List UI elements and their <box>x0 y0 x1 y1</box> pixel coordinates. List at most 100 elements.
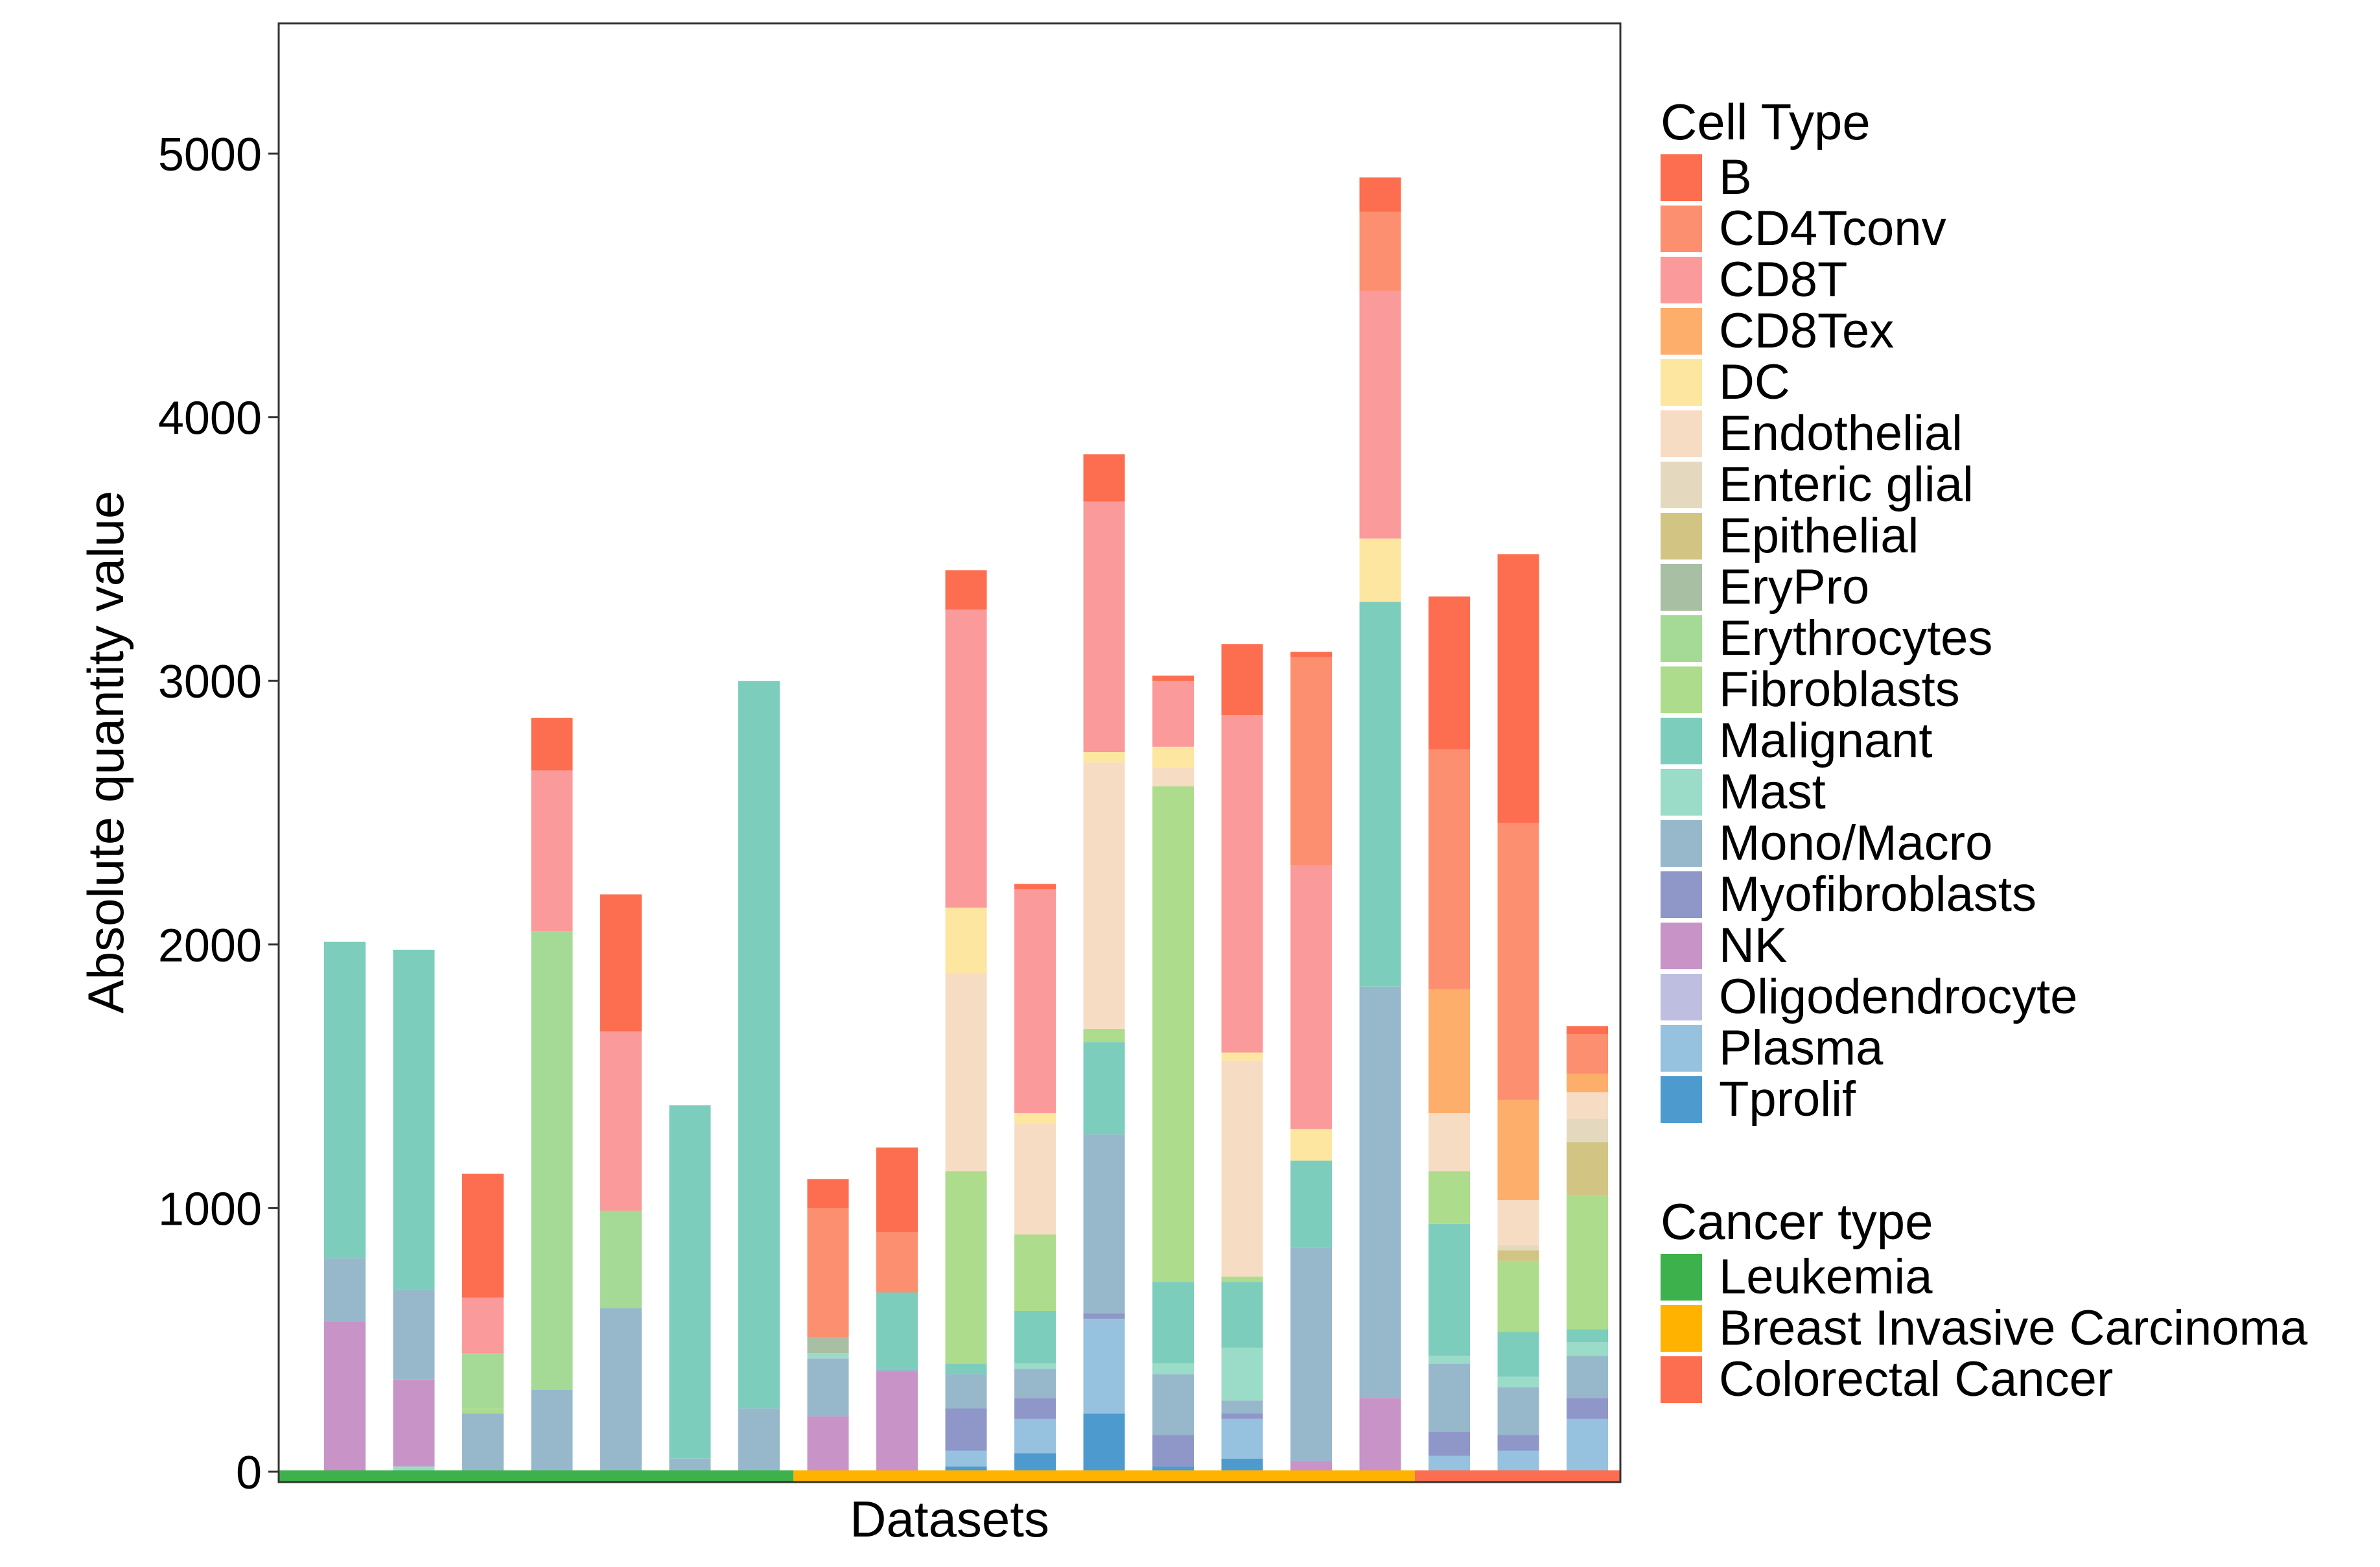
bar-segment-16-dc <box>1359 538 1401 602</box>
plot-panel-border <box>277 22 1622 1483</box>
legend-item-cell-nk: NK <box>1661 918 2077 973</box>
bar-segment-13-endothelial <box>1152 768 1194 786</box>
bar-segment-19-plasma <box>1567 1419 1608 1472</box>
legend-label: DC <box>1719 355 1790 410</box>
legend-label: Breast Invasive Carcinoma <box>1719 1301 2308 1356</box>
bar-segment-10-mono-macro <box>945 1374 987 1409</box>
bar-segment-14-malignant <box>1221 1282 1263 1348</box>
cancer-type-strip <box>279 1470 1621 1482</box>
legend-swatch <box>1661 154 1702 201</box>
bar-segment-4-cd8t <box>531 770 573 932</box>
bar-segment-3-fibroblasts <box>462 1408 504 1414</box>
bar-segment-3-cd8t <box>462 1297 504 1353</box>
bar-segment-14-myofibroblasts <box>1221 1413 1263 1419</box>
legend-label: Mono/Macro <box>1719 816 1993 871</box>
bar-segment-17-mono-macro <box>1429 1363 1470 1432</box>
legend-swatch <box>1661 973 1702 1020</box>
y-axis-label: Absolute quantity value <box>77 491 134 1014</box>
legend-item-cell-malignant: Malignant <box>1661 713 2077 768</box>
legend-item-cell-enteric-glial: Enteric glial <box>1661 457 2077 512</box>
bar-segment-12-b <box>1083 454 1125 502</box>
bar-segment-7-malignant <box>738 681 780 1409</box>
bar-segment-5-erythrocytes <box>600 1210 642 1308</box>
bar-segment-3-erythrocytes <box>462 1353 504 1409</box>
legend-swatch <box>1661 666 1702 713</box>
legend-swatch <box>1661 1024 1702 1072</box>
bar-segment-11-mast <box>1014 1363 1056 1369</box>
bar-segment-11-myofibroblasts <box>1014 1398 1056 1419</box>
bar-segment-11-dc <box>1014 1113 1056 1124</box>
legend-swatch <box>1661 615 1702 662</box>
bar-segment-8-erypro <box>807 1337 849 1353</box>
bar-segment-19-endothelial <box>1567 1092 1608 1119</box>
legend-item-cell-myofibroblasts: Myofibroblasts <box>1661 867 2077 922</box>
bar-segment-16-cd8t <box>1359 290 1401 539</box>
bar-segment-10-tprolif <box>945 1466 987 1472</box>
legend-swatch <box>1661 1304 1702 1352</box>
bar-segment-8-mono-macro <box>807 1358 849 1417</box>
bar-segment-15-cd4tconv <box>1290 657 1332 866</box>
y-tick-label: 2000 <box>158 920 262 972</box>
bar-segment-9-malignant <box>876 1292 918 1369</box>
bar-segment-17-mast <box>1429 1356 1470 1364</box>
legend-item-cell-cd8t: CD8T <box>1661 252 2077 307</box>
bar-segment-17-myofibroblasts <box>1429 1432 1470 1456</box>
bar-segment-19-malignant <box>1567 1329 1608 1343</box>
bar-segment-18-mono-macro <box>1497 1387 1539 1435</box>
bar-segment-15-mono-macro <box>1290 1247 1332 1461</box>
legend-swatch <box>1661 205 1702 252</box>
bar-segment-5-mono-macro <box>600 1308 642 1472</box>
legend-swatch <box>1661 1356 1702 1403</box>
y-tick-label: 4000 <box>158 393 262 445</box>
bar-segment-10-cd8t <box>945 609 987 908</box>
legend-label: Tprolif <box>1719 1072 1856 1127</box>
bar-segment-17-malignant <box>1429 1223 1470 1356</box>
legend-item-cell-erythrocytes: Erythrocytes <box>1661 611 2077 666</box>
bar-segment-12-cd8t <box>1083 501 1125 752</box>
bar-segment-4-b <box>531 718 573 771</box>
bar-segment-14-b <box>1221 644 1263 716</box>
bar-segment-15-malignant <box>1290 1161 1332 1248</box>
legend-label: NK <box>1719 918 1788 973</box>
bar-segment-14-mono-macro <box>1221 1400 1263 1414</box>
bar-segment-17-cd4tconv <box>1429 749 1470 989</box>
legend-label: Mast <box>1719 764 1826 819</box>
bar-segment-6-malignant <box>669 1105 711 1459</box>
bars-layer <box>324 177 1608 1472</box>
legend-item-cell-dc: DC <box>1661 355 2077 410</box>
legend-item-cell-b: B <box>1661 150 2077 205</box>
bar-segment-10-fibroblasts <box>945 1171 987 1364</box>
legend-swatch <box>1661 922 1702 969</box>
bar-segment-8-nk <box>807 1416 849 1472</box>
legend-swatch <box>1661 461 1702 508</box>
legend-swatch <box>1661 307 1702 355</box>
bar-segment-18-mast <box>1497 1376 1539 1387</box>
legend-swatch <box>1661 1076 1702 1123</box>
y-tick-label: 5000 <box>158 129 262 181</box>
bar-segment-2-mast <box>393 1466 435 1472</box>
bar-segment-2-nk <box>393 1379 435 1467</box>
legend-swatch <box>1661 512 1702 560</box>
legend-swatch <box>1661 256 1702 303</box>
bar-segment-11-fibroblasts <box>1014 1234 1056 1311</box>
bar-segment-12-tprolif <box>1083 1413 1125 1472</box>
bar-segment-17-endothelial <box>1429 1113 1470 1172</box>
y-tick-label: 1000 <box>158 1183 262 1235</box>
bar-segment-17-b <box>1429 596 1470 749</box>
bar-segment-1-malignant <box>324 941 366 1258</box>
bar-segment-19-mast <box>1567 1342 1608 1356</box>
bar-segment-1-mono-macro <box>324 1258 366 1322</box>
cancer-strip-breast-invasive-carcinoma <box>793 1470 1415 1482</box>
cancer-type-legend-items: Leukemia Breast Invasive Carcinoma Colorec… <box>1661 1249 2308 1407</box>
bar-segment-8-cd4tconv <box>807 1208 849 1337</box>
legend-label: CD4Tconv <box>1719 201 1946 256</box>
cancer-strip-leukemia <box>279 1470 794 1482</box>
bar-segment-16-cd4tconv <box>1359 211 1401 291</box>
legend-label: Fibroblasts <box>1719 662 1960 717</box>
bar-segment-14-plasma <box>1221 1419 1263 1459</box>
bar-segment-13-fibroblasts <box>1152 786 1194 1282</box>
legend-label: Myofibroblasts <box>1719 867 2036 922</box>
bar-segment-18-malignant <box>1497 1332 1539 1377</box>
legend-label: CD8Tex <box>1719 303 1895 359</box>
